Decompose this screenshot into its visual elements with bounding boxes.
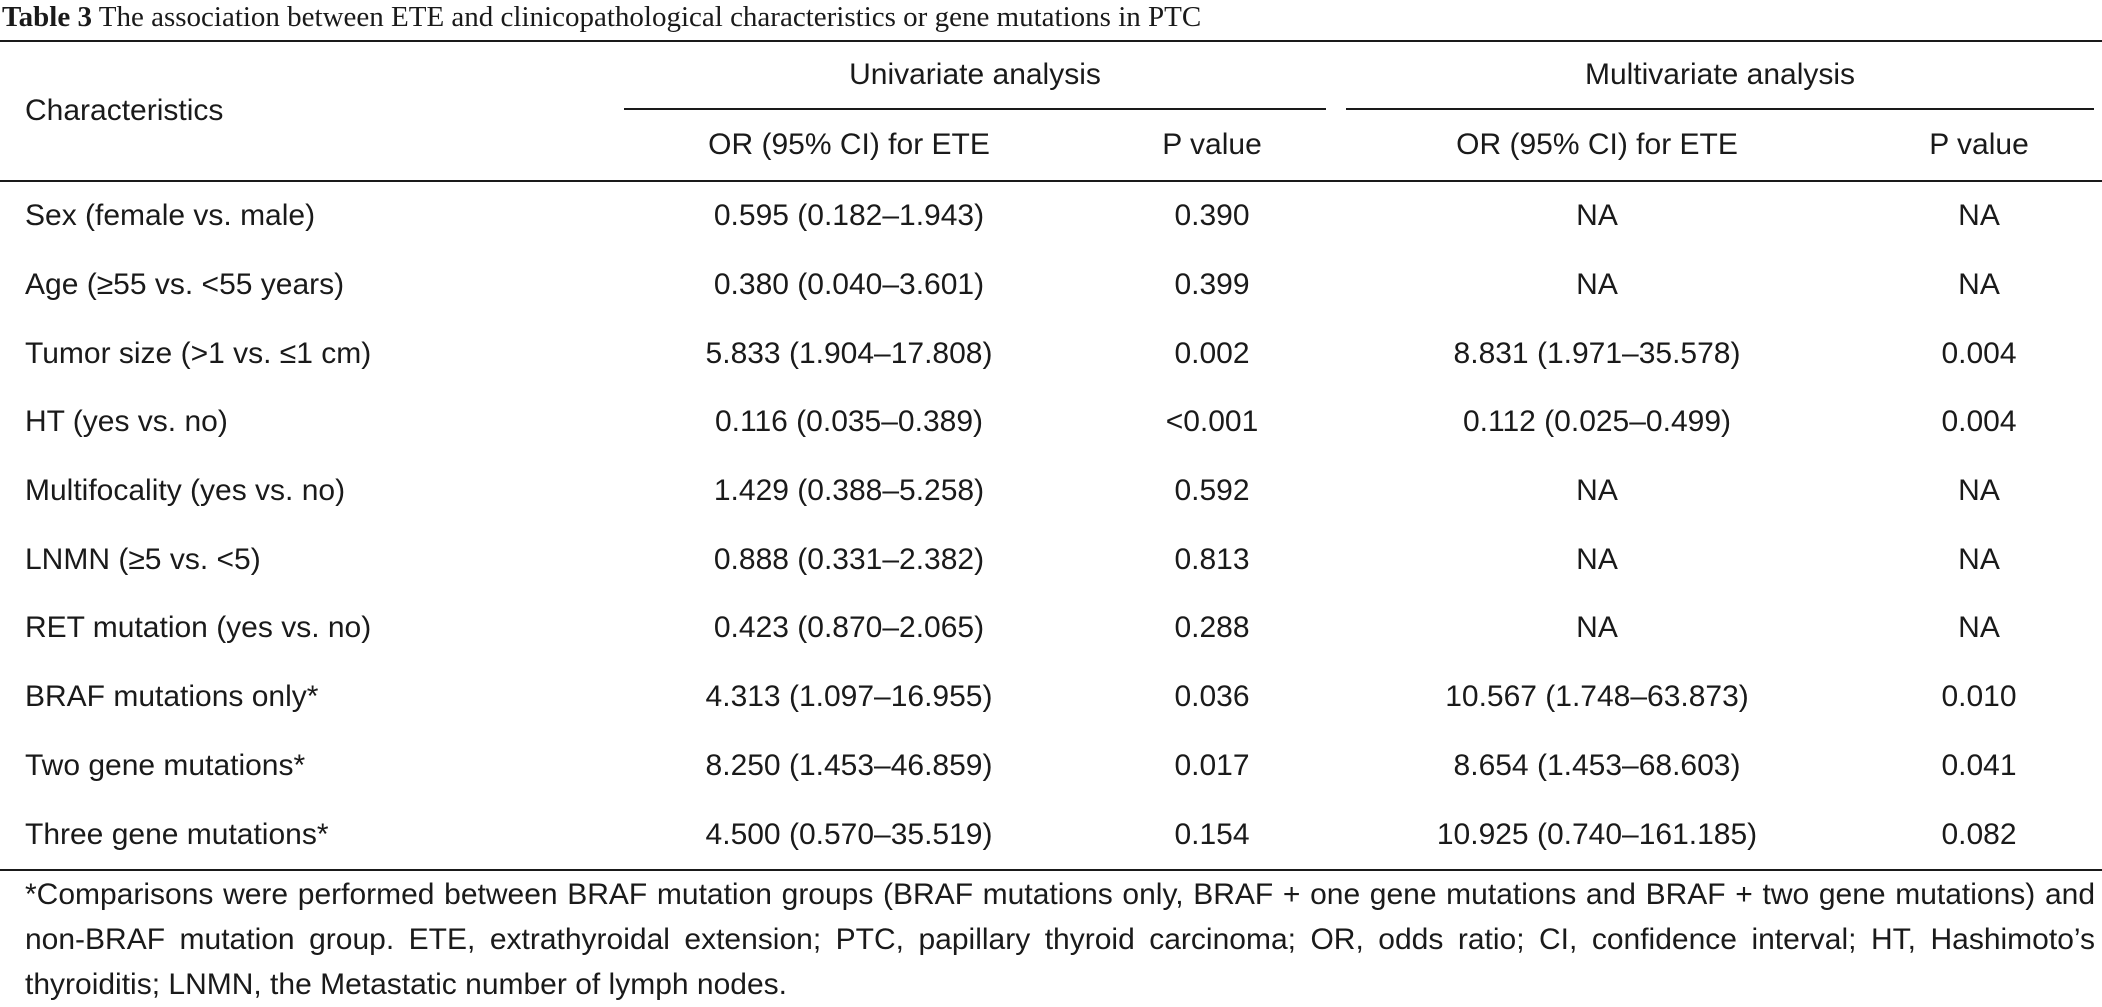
p-multivariate-cell: 0.041: [1941, 748, 2017, 782]
p-multivariate-cell: NA: [1958, 474, 2000, 508]
table-title-label: Table 3: [2, 1, 92, 33]
or-multivariate-cell: NA: [1576, 611, 1618, 645]
characteristic-cell: Two gene mutations*: [25, 748, 306, 782]
or-multivariate-cell: NA: [1576, 268, 1618, 302]
univariate-header: Univariate analysis: [612, 41, 1338, 110]
table-row: LNMN (≥5 vs. <5) 0.888 (0.331–2.382) 0.8…: [0, 525, 2102, 594]
or-multivariate-header: OR (95% CI) for ETE: [1456, 128, 1738, 161]
table-title: Table 3 The association between ETE and …: [2, 0, 1201, 34]
characteristic-cell: BRAF mutations only*: [25, 680, 319, 714]
p-univariate-cell: 0.036: [1174, 680, 1250, 714]
or-multivariate-cell: NA: [1576, 542, 1618, 576]
characteristics-header: Characteristics: [25, 94, 224, 127]
p-univariate-cell: 0.390: [1174, 199, 1250, 233]
table-row: BRAF mutations only* 4.313 (1.097–16.955…: [0, 663, 2102, 732]
p-multivariate-cell: 0.082: [1941, 817, 2017, 851]
p-univariate-cell: 0.813: [1174, 542, 1250, 576]
p-univariate-cell: 0.288: [1174, 611, 1250, 645]
multivariate-header: Multivariate analysis: [1338, 41, 2102, 110]
or-univariate-cell: 0.380 (0.040–3.601): [713, 268, 985, 302]
characteristic-cell: Age (≥55 vs. <55 years): [25, 268, 345, 302]
characteristic-cell: Multifocality (yes vs. no): [25, 474, 346, 508]
or-univariate-cell: 0.595 (0.182–1.943): [713, 199, 985, 233]
or-univariate-cell: 0.888 (0.331–2.382): [713, 542, 985, 576]
or-multivariate-cell: 10.925 (0.740–161.185): [1436, 817, 1758, 851]
characteristic-cell: Three gene mutations*: [25, 817, 329, 851]
p-multivariate-cell: NA: [1958, 611, 2000, 645]
or-multivariate-cell: 8.831 (1.971–35.578): [1453, 336, 1741, 370]
p-univariate-cell: 0.002: [1174, 336, 1250, 370]
table-row: Multifocality (yes vs. no) 1.429 (0.388–…: [0, 457, 2102, 526]
table-footnote: *Comparisons were performed between BRAF…: [25, 878, 2095, 1001]
p-univariate-cell: <0.001: [1165, 405, 1259, 439]
p-multivariate-cell: NA: [1958, 199, 2000, 233]
table-row: HT (yes vs. no) 0.116 (0.035–0.389) <0.0…: [0, 388, 2102, 457]
table-title-text: The association between ETE and clinicop…: [98, 1, 1202, 33]
p-univariate-header: P value: [1162, 128, 1262, 161]
characteristic-cell: Sex (female vs. male): [25, 199, 316, 233]
p-multivariate-cell: 0.010: [1941, 680, 2017, 714]
p-univariate-cell: 0.592: [1174, 474, 1250, 508]
or-multivariate-cell: NA: [1576, 474, 1618, 508]
p-multivariate-cell: NA: [1958, 542, 2000, 576]
or-multivariate-cell: NA: [1576, 199, 1618, 233]
or-univariate-cell: 8.250 (1.453–46.859): [705, 748, 993, 782]
p-univariate-cell: 0.017: [1174, 748, 1250, 782]
p-multivariate-cell: NA: [1958, 268, 2000, 302]
table-row: RET mutation (yes vs. no) 0.423 (0.870–2…: [0, 594, 2102, 663]
table-row: Three gene mutations* 4.500 (0.570–35.51…: [0, 800, 2102, 870]
characteristic-cell: Tumor size (>1 vs. ≤1 cm): [25, 336, 372, 370]
characteristic-cell: HT (yes vs. no): [25, 405, 228, 439]
multivariate-header-label: Multivariate analysis: [1346, 42, 2095, 110]
table-row: Tumor size (>1 vs. ≤1 cm) 5.833 (1.904–1…: [0, 319, 2102, 388]
or-univariate-header: OR (95% CI) for ETE: [708, 128, 990, 161]
p-multivariate-cell: 0.004: [1941, 336, 2017, 370]
characteristic-cell: RET mutation (yes vs. no): [25, 611, 372, 645]
or-univariate-cell: 0.116 (0.035–0.389): [715, 405, 983, 439]
p-multivariate-cell: 0.004: [1941, 405, 2017, 439]
table-row: Two gene mutations* 8.250 (1.453–46.859)…: [0, 732, 2102, 801]
or-univariate-cell: 0.423 (0.870–2.065): [713, 611, 985, 645]
or-multivariate-cell: 10.567 (1.748–63.873): [1445, 680, 1749, 714]
or-multivariate-cell: 8.654 (1.453–68.603): [1453, 748, 1741, 782]
or-univariate-cell: 4.500 (0.570–35.519): [705, 817, 993, 851]
p-univariate-cell: 0.154: [1174, 817, 1250, 851]
or-multivariate-cell: 0.112 (0.025–0.499): [1463, 405, 1731, 439]
or-univariate-cell: 5.833 (1.904–17.808): [705, 336, 993, 370]
characteristic-cell: LNMN (≥5 vs. <5): [25, 542, 261, 576]
p-univariate-cell: 0.399: [1174, 268, 1250, 302]
or-univariate-cell: 4.313 (1.097–16.955): [705, 680, 993, 714]
or-univariate-cell: 1.429 (0.388–5.258): [713, 474, 985, 508]
table-row: Sex (female vs. male) 0.595 (0.182–1.943…: [0, 181, 2102, 251]
univariate-header-label: Univariate analysis: [624, 42, 1326, 110]
p-multivariate-header: P value: [1929, 128, 2029, 161]
table-row: Age (≥55 vs. <55 years) 0.380 (0.040–3.6…: [0, 251, 2102, 320]
association-table: Characteristics Univariate analysis Mult…: [0, 40, 2102, 871]
